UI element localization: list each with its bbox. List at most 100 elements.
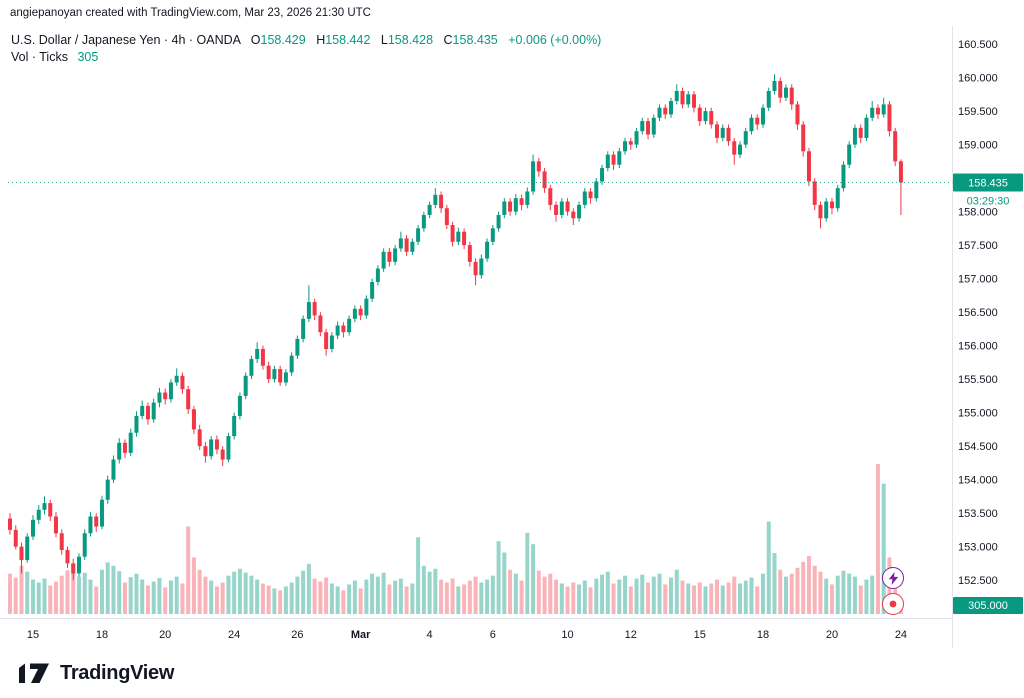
change-value: +0.006 (+0.00%) (508, 33, 602, 47)
candle-body (255, 348, 260, 360)
candle-body (71, 563, 76, 574)
price-tick-label: 156.000 (958, 341, 998, 353)
price-chart[interactable]: 160.500 160.000 159.500 159.000 158.000 157.5… (0, 0, 1024, 648)
volume-bar (341, 590, 346, 614)
candle-body (490, 228, 495, 242)
tradingview-logo[interactable]: TradingView (16, 659, 174, 687)
volume-bar (318, 581, 323, 614)
volume-bar (617, 579, 622, 614)
candle-body (157, 392, 162, 403)
candle-body (525, 191, 530, 205)
record-button[interactable] (882, 593, 904, 615)
volume-bar (375, 576, 380, 614)
chart-area[interactable]: 160.500 160.000 159.500 159.000 158.000 157.5… (0, 0, 1024, 648)
volume-bar (864, 579, 869, 614)
candle-body (53, 516, 58, 534)
volume-bar (697, 582, 702, 614)
legend-symbol-row[interactable]: U.S. Dollar / Japanese Yen · 4h · OANDA … (11, 32, 601, 49)
volume-bar (226, 575, 231, 614)
candle-body (427, 204, 432, 215)
volume-bar (25, 571, 30, 614)
volume-bar (646, 582, 651, 614)
volume-bar (778, 569, 783, 614)
candle-body (778, 80, 783, 98)
candle-body (352, 308, 357, 319)
price-tick-label: 159.500 (958, 106, 998, 118)
legend-volume-row[interactable]: Vol · Ticks 305 (11, 49, 601, 66)
candle-body (324, 332, 329, 349)
candle-body (559, 201, 564, 215)
candle-body (806, 151, 811, 182)
volume-bar (450, 578, 455, 614)
candle-body (812, 181, 817, 205)
volume-bar (594, 578, 599, 614)
volume-bar (588, 587, 593, 614)
price-tick-label: 156.500 (958, 307, 998, 319)
price-axis-labels: 160.500 160.000 159.500 159.000 158.000 157.5… (958, 39, 998, 587)
candle-body (680, 90, 685, 105)
volume-bar (19, 565, 24, 614)
candle-body (450, 225, 455, 242)
candle-body (76, 556, 81, 574)
volume-bar (283, 586, 288, 614)
attribution-text: angiepanoyan created with TradingView.co… (10, 7, 371, 19)
volume-bar (134, 573, 139, 614)
volume-bar (243, 572, 248, 614)
candle-body (565, 201, 570, 212)
candle-body (875, 107, 880, 115)
candle-body (65, 550, 70, 564)
candle-body (416, 228, 421, 242)
candle-body (634, 131, 639, 145)
candle-body (398, 238, 403, 249)
candle-body (272, 369, 277, 380)
candle-body (105, 479, 110, 500)
candle-body (375, 268, 380, 282)
time-tick-label: 20 (159, 629, 171, 641)
volume-bar (577, 584, 582, 614)
volume-bar (335, 586, 340, 614)
volume-bar (795, 567, 800, 614)
candle-body (306, 302, 311, 319)
candle-body (289, 355, 294, 373)
candle-body (772, 80, 777, 91)
candle-body (605, 154, 610, 169)
time-tick-label: 12 (625, 629, 637, 641)
volume-bar (111, 565, 116, 614)
candle-body (99, 499, 104, 527)
candle-body (847, 144, 852, 165)
lightning-icon (888, 571, 899, 585)
volume-bar (266, 585, 271, 614)
volume-bar (640, 574, 645, 614)
volume-bar (628, 586, 633, 614)
candle-body (646, 121, 651, 135)
candle-body (663, 107, 668, 115)
volume-bar (71, 563, 76, 614)
volume-bar (623, 575, 628, 614)
candle-body (617, 151, 622, 165)
candle-body (295, 338, 300, 356)
volume-bar (651, 576, 656, 614)
candle-body (870, 107, 875, 118)
candle-body (335, 325, 340, 336)
candle-body (122, 442, 127, 453)
candle-body (421, 214, 426, 229)
volume-bar (875, 464, 880, 614)
volume-bar (76, 576, 81, 614)
volume-bar (255, 579, 260, 614)
candle-body (13, 529, 18, 547)
volume-bar (870, 575, 875, 614)
volume-bar (536, 570, 541, 614)
volume-bar (835, 575, 840, 614)
volume-bar (824, 578, 829, 614)
volume-bar (513, 573, 518, 614)
volume-bar (237, 568, 242, 614)
candle-body (858, 127, 863, 138)
symbol-title: U.S. Dollar / Japanese Yen · 4h · OANDA (11, 33, 241, 47)
volume-bar (117, 571, 122, 614)
volume-bar (209, 580, 214, 614)
candle-body (669, 101, 674, 115)
lightning-button[interactable] (882, 567, 904, 589)
volume-bar (36, 582, 41, 614)
candle-body (134, 415, 139, 433)
candle-body (410, 241, 415, 252)
